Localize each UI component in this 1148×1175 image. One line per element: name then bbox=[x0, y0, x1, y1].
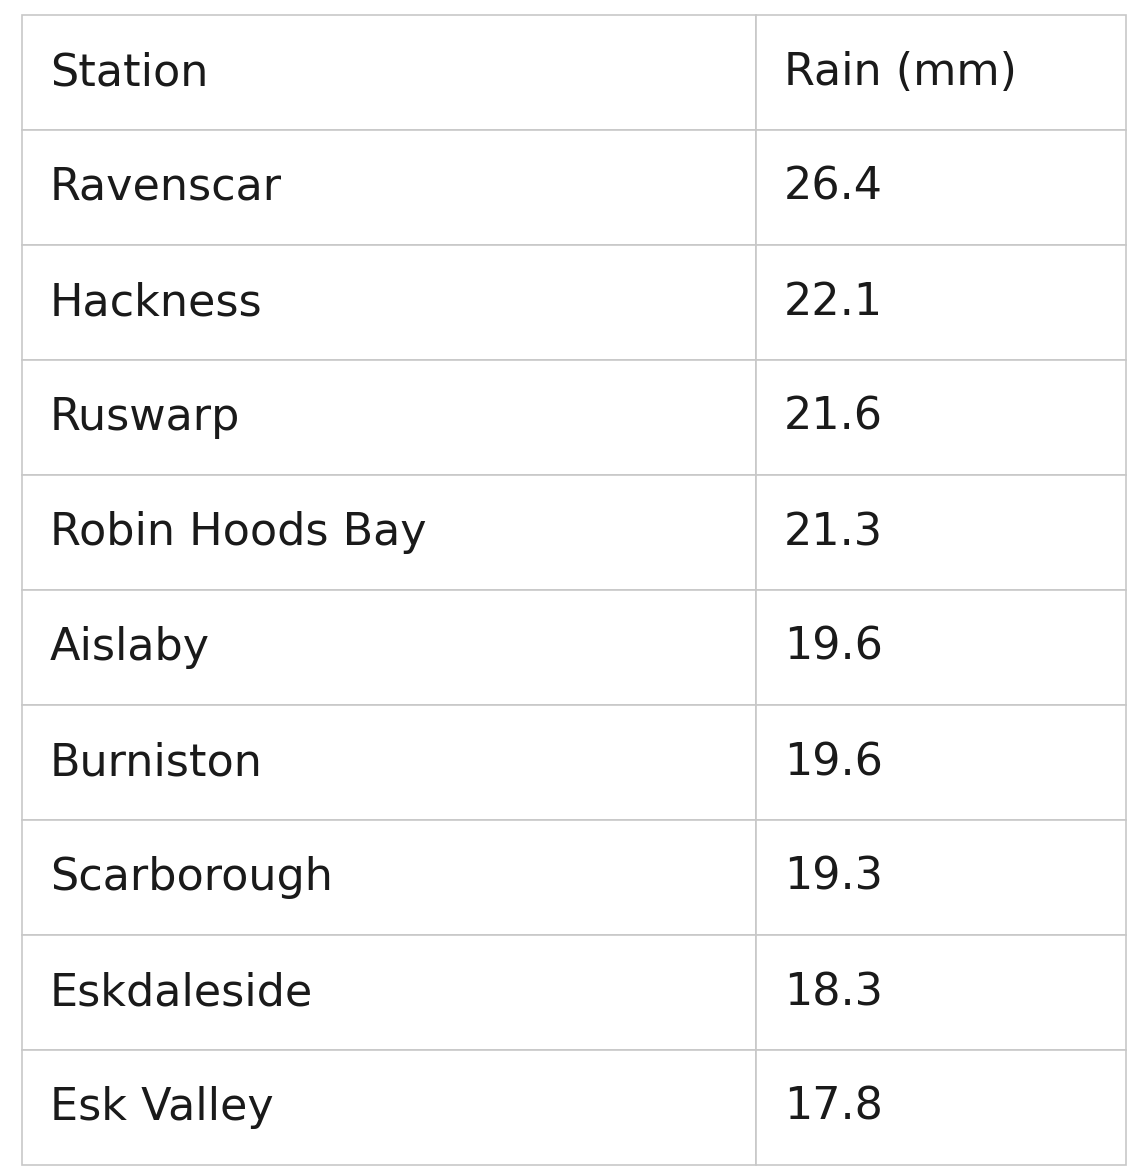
Text: 26.4: 26.4 bbox=[784, 166, 883, 209]
Bar bbox=[757, 360, 1126, 475]
Text: 21.3: 21.3 bbox=[784, 511, 883, 553]
Bar bbox=[757, 475, 1126, 590]
Text: Scarborough: Scarborough bbox=[51, 857, 333, 899]
Bar bbox=[22, 246, 757, 360]
Text: Hackness: Hackness bbox=[51, 281, 263, 324]
Bar bbox=[22, 820, 757, 935]
Bar bbox=[22, 475, 757, 590]
Text: Rain (mm): Rain (mm) bbox=[784, 51, 1017, 94]
Bar bbox=[757, 705, 1126, 820]
Text: Burniston: Burniston bbox=[51, 741, 263, 784]
Bar bbox=[22, 1050, 757, 1164]
Bar bbox=[22, 590, 757, 705]
Bar bbox=[22, 130, 757, 246]
Text: 18.3: 18.3 bbox=[784, 971, 883, 1014]
Bar bbox=[757, 246, 1126, 360]
Bar bbox=[22, 935, 757, 1050]
Bar bbox=[757, 1050, 1126, 1164]
Bar bbox=[757, 820, 1126, 935]
Bar bbox=[22, 360, 757, 475]
Bar bbox=[757, 130, 1126, 246]
Text: 19.6: 19.6 bbox=[784, 741, 883, 784]
Bar bbox=[757, 15, 1126, 130]
Text: Eskdaleside: Eskdaleside bbox=[51, 971, 313, 1014]
Bar bbox=[22, 705, 757, 820]
Bar bbox=[22, 15, 757, 130]
Bar bbox=[757, 590, 1126, 705]
Text: 21.6: 21.6 bbox=[784, 396, 883, 439]
Text: 22.1: 22.1 bbox=[784, 281, 883, 324]
Text: 19.6: 19.6 bbox=[784, 626, 883, 669]
Text: Ravenscar: Ravenscar bbox=[51, 166, 282, 209]
Text: Ruswarp: Ruswarp bbox=[51, 396, 240, 439]
Bar bbox=[757, 935, 1126, 1050]
Text: Esk Valley: Esk Valley bbox=[51, 1086, 273, 1129]
Text: Station: Station bbox=[51, 51, 209, 94]
Text: Aislaby: Aislaby bbox=[51, 626, 210, 669]
Text: 19.3: 19.3 bbox=[784, 857, 883, 899]
Text: Robin Hoods Bay: Robin Hoods Bay bbox=[51, 511, 427, 553]
Text: 17.8: 17.8 bbox=[784, 1086, 883, 1129]
